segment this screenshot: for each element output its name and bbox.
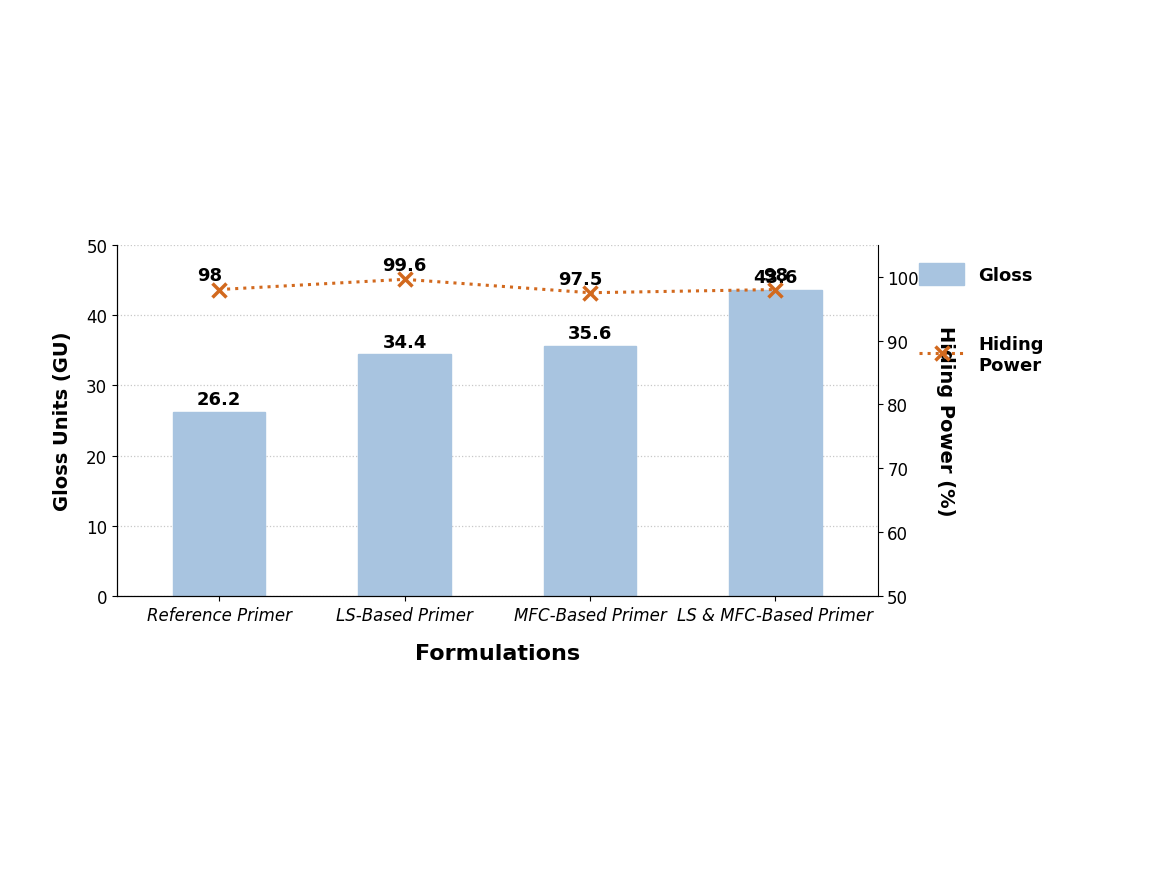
Text: 98: 98 <box>763 267 789 285</box>
Text: 99.6: 99.6 <box>383 257 427 275</box>
Bar <box>544 346 636 596</box>
Text: 26.2: 26.2 <box>197 391 241 409</box>
Text: 43.6: 43.6 <box>753 269 798 287</box>
Text: 97.5: 97.5 <box>558 270 603 289</box>
Legend: Gloss, Hiding
Power: Gloss, Hiding Power <box>910 254 1053 384</box>
Text: 34.4: 34.4 <box>383 333 427 352</box>
X-axis label: Formulations: Formulations <box>414 644 580 663</box>
Bar <box>173 412 266 596</box>
Y-axis label: Hiding Power (%): Hiding Power (%) <box>936 326 955 516</box>
Text: 35.6: 35.6 <box>567 325 612 343</box>
Bar <box>358 355 450 596</box>
Text: 98: 98 <box>198 267 222 285</box>
Bar <box>729 290 821 596</box>
Y-axis label: Gloss Units (GU): Gloss Units (GU) <box>54 332 73 510</box>
